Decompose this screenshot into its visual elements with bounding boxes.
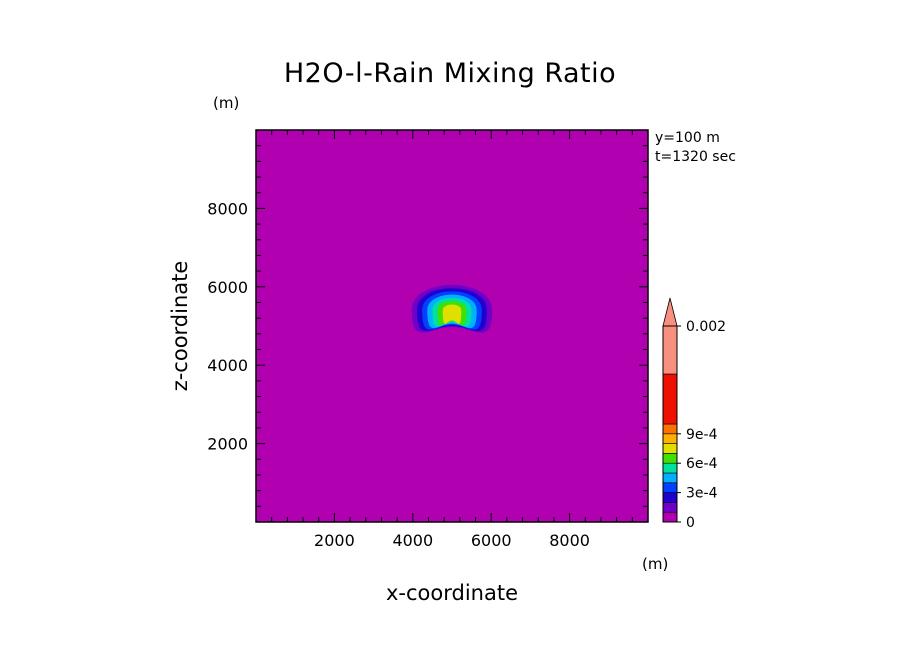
colorbar-segment xyxy=(662,511,678,523)
colorbar-segment xyxy=(662,433,678,444)
colorbar-segment xyxy=(662,443,678,454)
colorbar-label: 0.002 xyxy=(686,319,726,335)
contour-band-7 xyxy=(442,304,462,324)
colorbar-segment xyxy=(662,482,678,493)
x-tick-label: 6000 xyxy=(471,531,512,550)
colorbar-segment xyxy=(662,462,678,474)
colorbar-segment xyxy=(662,492,678,503)
colorbar-segment xyxy=(662,472,678,484)
y-tick-label: 8000 xyxy=(207,199,248,218)
contour-layer xyxy=(411,284,493,333)
colorbar-label: 0 xyxy=(686,515,695,531)
colorbar-segment xyxy=(662,502,678,513)
colorbar-segment xyxy=(662,453,678,464)
x-axis-label: x-coordinate xyxy=(385,581,519,605)
chart-title: H2O-l-Rain Mixing Ratio xyxy=(283,58,617,89)
axes-layer: 2000 4000 6000 8000 2000 4000 6000 8000 xyxy=(207,130,648,550)
colorbar-label: 6e-4 xyxy=(686,456,718,472)
plot-frame xyxy=(255,129,649,523)
y-axis-unit: (m) xyxy=(213,94,240,112)
slice-position-annotation: y=100 m xyxy=(655,130,720,146)
x-tick-label: 4000 xyxy=(392,531,433,550)
colorbar: 0 3e-4 6e-4 9e-4 0.002 xyxy=(662,297,726,531)
y-tick-label: 4000 xyxy=(207,356,248,375)
colorbar-segment xyxy=(662,325,678,375)
y-axis-label: z-coordinate xyxy=(168,260,192,392)
colorbar-frame xyxy=(662,325,678,523)
colorbar-segment xyxy=(662,423,678,435)
y-tick-label: 2000 xyxy=(207,435,248,454)
colorbar-label: 9e-4 xyxy=(686,427,718,443)
colorbar-segment xyxy=(662,373,678,425)
colorbar-label: 3e-4 xyxy=(686,486,718,502)
x-tick-label: 2000 xyxy=(314,531,355,550)
y-tick-label: 6000 xyxy=(207,278,248,297)
colorbar-extend-arrow xyxy=(662,297,678,327)
x-tick-label: 8000 xyxy=(549,531,590,550)
time-annotation: t=1320 sec xyxy=(655,149,736,165)
x-axis-unit: (m) xyxy=(642,555,669,573)
